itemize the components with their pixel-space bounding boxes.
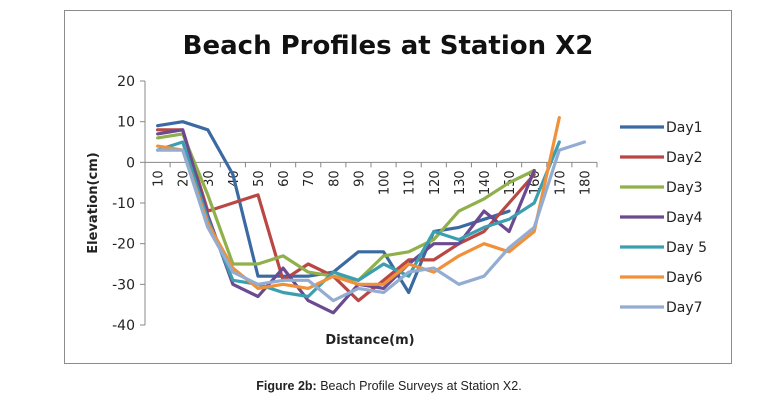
caption-label: Figure 2b: (256, 379, 317, 393)
x-tick-label: 90 (352, 170, 367, 187)
x-tick-label: 140 (478, 170, 493, 195)
y-tick-label: -10 (112, 196, 135, 212)
series-line-day4 (156, 128, 536, 315)
x-tick-label: 60 (277, 170, 292, 187)
legend-label: Day1 (666, 120, 703, 136)
x-tick-label: 180 (578, 170, 593, 195)
legend-label: Day6 (666, 270, 703, 286)
series-line-day7 (156, 140, 586, 303)
x-tick-label: 20 (177, 170, 192, 187)
x-tick-label: 80 (327, 170, 342, 187)
figure-caption: Figure 2b: Beach Profile Surveys at Stat… (0, 379, 778, 393)
legend-label: Day7 (666, 300, 703, 316)
y-axis-label: Elevation(cm) (86, 152, 101, 253)
x-tick-label: 110 (403, 170, 418, 195)
x-tick-label: 120 (428, 170, 443, 195)
legend-label: Day 5 (666, 240, 707, 256)
x-tick-label: 170 (553, 170, 568, 195)
y-tick-label: 20 (117, 74, 135, 90)
y-tick-label: 10 (117, 115, 135, 131)
x-tick-label: 70 (302, 170, 317, 187)
series-line-day6 (156, 116, 561, 290)
y-tick-label: 0 (126, 155, 135, 171)
x-axis-label: Distance(m) (325, 333, 414, 348)
caption-text: Beach Profile Surveys at Station X2. (316, 379, 522, 393)
y-tick-label: -30 (112, 277, 135, 293)
x-tick-label: 130 (453, 170, 468, 195)
x-tick-label: 30 (202, 170, 217, 187)
x-tick-label: 10 (152, 170, 167, 187)
series-line-day3 (156, 132, 536, 282)
legend-label: Day4 (666, 210, 703, 226)
series-line-day1 (156, 120, 511, 295)
y-tick-label: -20 (112, 237, 135, 253)
legend-label: Day2 (666, 150, 703, 166)
y-tick-label: -40 (112, 318, 135, 334)
chart-title: Beach Profiles at Station X2 (183, 31, 594, 61)
x-tick-label: 50 (252, 170, 267, 187)
x-tick-label: 100 (378, 170, 393, 195)
legend-label: Day3 (666, 180, 703, 196)
series-line-day2 (156, 128, 536, 303)
